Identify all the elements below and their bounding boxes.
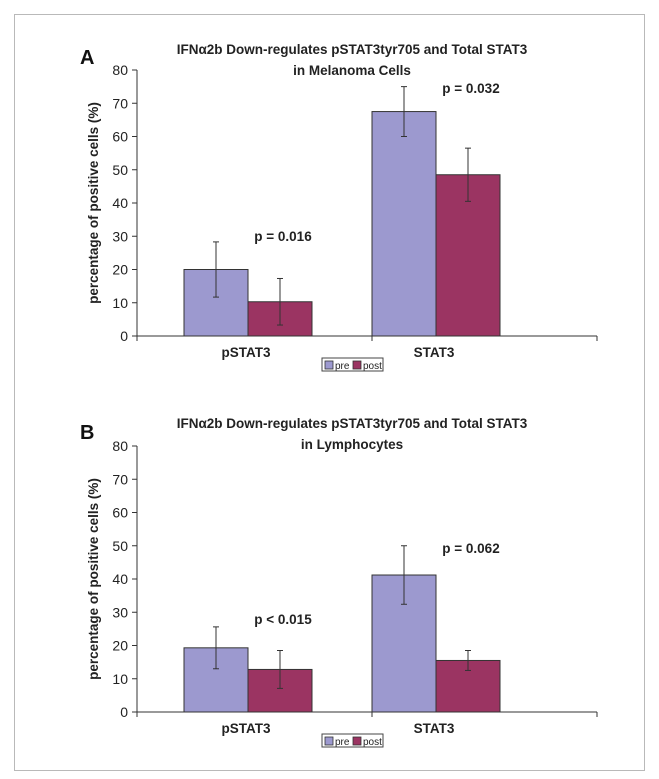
y-tick-label: 40 (112, 571, 128, 587)
y-tick-label: 60 (112, 505, 128, 521)
y-tick-label: 20 (112, 262, 128, 278)
y-tick-label: 30 (112, 228, 128, 244)
legend-box (321, 733, 384, 748)
legend-label-post: post (363, 737, 382, 748)
chart-panel-B: B IFNα2b Down-regulates pSTAT3tyr705 and … (80, 416, 598, 748)
x-tick-label: pSTAT3 (222, 345, 271, 360)
y-tick-label: 40 (112, 195, 128, 211)
y-tick-label: 10 (112, 295, 128, 311)
y-tick-label: 70 (112, 95, 128, 111)
y-tick-label: 30 (112, 604, 128, 620)
legend: pre post (321, 733, 384, 748)
y-tick-label: 50 (112, 162, 128, 178)
y-tick-label: 80 (112, 62, 128, 78)
p-value-annotation: p = 0.032 (442, 81, 499, 96)
p-value-annotation: p = 0.016 (254, 229, 312, 244)
chart-panel-A: A IFNα2b Down-regulates pSTAT3tyr705 and … (80, 42, 598, 372)
legend: pre post (321, 357, 384, 372)
chart-subtitle: in Lymphocytes (301, 437, 403, 452)
y-axis-label: percentage of positive cells (%) (86, 102, 101, 304)
figure-frame (14, 14, 645, 771)
legend-label-pre: pre (335, 361, 350, 372)
y-tick-label: 0 (120, 704, 128, 720)
legend-swatch-post (352, 736, 362, 746)
legend-swatch-post (352, 360, 362, 370)
panel-label: B (80, 422, 94, 444)
y-tick-label: 70 (112, 471, 128, 487)
y-tick-label: 0 (120, 328, 128, 344)
legend-label-post: post (363, 361, 382, 372)
chart-subtitle: in Melanoma Cells (293, 63, 411, 78)
y-tick-label: 50 (112, 538, 128, 554)
chart-title: IFNα2b Down-regulates pSTAT3tyr705 and T… (177, 416, 528, 431)
panel-label: A (80, 47, 94, 69)
legend-swatch-pre (324, 736, 334, 746)
p-value-annotation: p = 0.062 (442, 541, 499, 556)
chart-title: IFNα2b Down-regulates pSTAT3tyr705 and T… (177, 42, 528, 57)
bar-pre-STAT3 (371, 111, 437, 337)
y-axis-label: percentage of positive cells (%) (86, 478, 101, 680)
legend-box (321, 357, 384, 372)
x-tick-label: STAT3 (414, 345, 455, 360)
y-tick-label: 60 (112, 129, 128, 145)
y-tick-label: 20 (112, 638, 128, 654)
legend-swatch-pre (324, 360, 334, 370)
legend-label-pre: pre (335, 737, 350, 748)
y-tick-label: 80 (112, 438, 128, 454)
p-value-annotation: p < 0.015 (254, 612, 312, 627)
x-tick-label: pSTAT3 (222, 721, 271, 736)
y-tick-label: 10 (112, 671, 128, 687)
x-tick-label: STAT3 (414, 721, 455, 736)
